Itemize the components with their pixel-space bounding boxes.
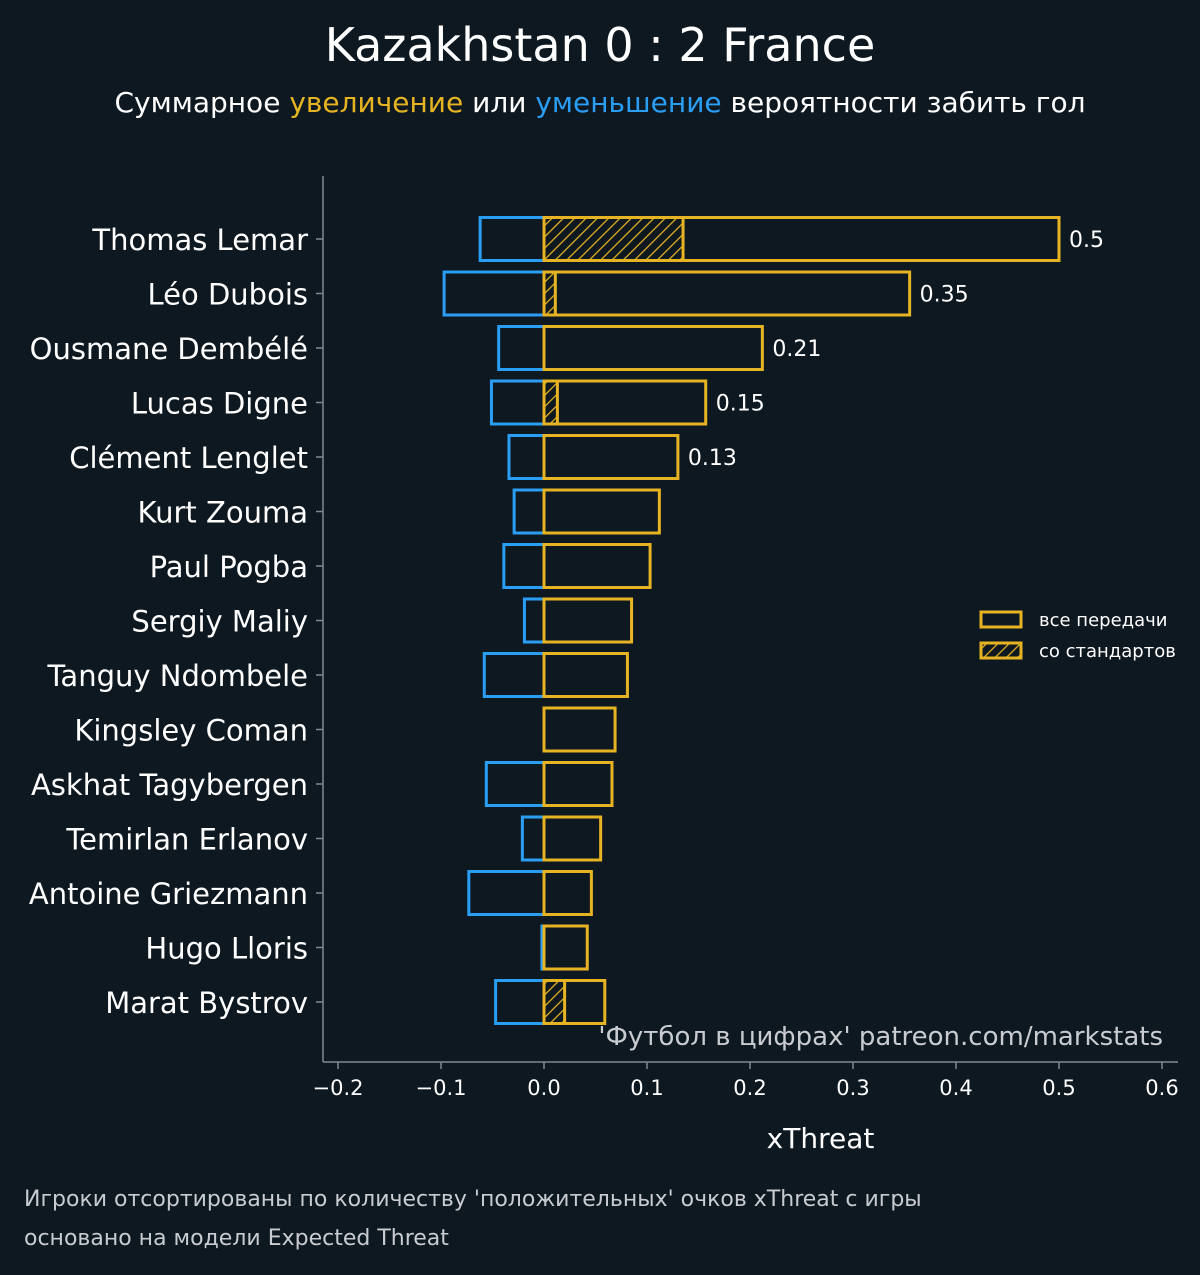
chart-title: Kazakhstan 0 : 2 France: [324, 18, 876, 72]
x-tick-label: 0.2: [733, 1076, 766, 1100]
positive-bar: [542, 325, 764, 371]
subtitle-prefix: Суммарное: [114, 86, 290, 119]
value-label: 0.35: [920, 283, 969, 308]
negative-bar: [520, 815, 546, 862]
subtitle-suffix: вероятности забить гол: [721, 86, 1086, 119]
x-tick-label: 0.4: [939, 1076, 972, 1100]
positive-bar: [542, 597, 634, 644]
positive-bar: [542, 870, 593, 916]
negative-bar: [489, 379, 546, 426]
player-name-label: Antoine Griezmann: [29, 877, 308, 911]
negative-bar: [484, 761, 546, 807]
player-name-label: Hugo Lloris: [145, 932, 308, 966]
player-name-label: Léo Dubois: [148, 278, 308, 312]
player-name-label: Paul Pogba: [150, 550, 308, 584]
player-name-label: Marat Bystrov: [105, 986, 308, 1020]
value-label: 0.5: [1069, 228, 1104, 253]
player-name-label: Tanguy Ndombele: [47, 659, 308, 693]
positive-bar: [542, 434, 680, 480]
set-piece-bar: [542, 216, 685, 262]
subtitle-increase-word: увеличение: [289, 86, 464, 119]
positive-bar: [542, 543, 652, 589]
negative-bar: [512, 488, 546, 535]
legend-label-all-passes: все передачи: [1039, 610, 1167, 631]
player-name-label: Kingsley Coman: [74, 714, 308, 748]
negative-bar: [507, 434, 546, 480]
negative-bar: [502, 543, 546, 589]
positive-bar: [542, 979, 607, 1025]
legend-swatch-set-pieces: [979, 641, 1023, 660]
x-tick-label: 0.3: [836, 1076, 869, 1100]
positive-bar: [542, 924, 589, 971]
x-tick-label: 0.1: [630, 1076, 663, 1100]
player-name-label: Askhat Tagybergen: [31, 768, 308, 802]
subtitle-middle: или: [463, 86, 536, 119]
negative-bar: [482, 652, 546, 698]
x-tick-label: 0.5: [1042, 1076, 1075, 1100]
negative-bar: [442, 270, 546, 317]
player-name-label: Kurt Zouma: [138, 496, 308, 530]
x-tick-label: −0.2: [313, 1076, 364, 1100]
positive-bar: [542, 379, 708, 426]
positive-bar: [542, 761, 614, 807]
negative-bar: [497, 325, 546, 371]
negative-bar: [522, 597, 546, 644]
x-tick-label: 0.6: [1145, 1076, 1178, 1100]
legend-label-set-pieces: со стандартов: [1039, 641, 1176, 662]
x-tick-label: 0.0: [527, 1076, 560, 1100]
negative-bar: [467, 870, 546, 916]
set-piece-bar: [542, 379, 559, 426]
x-axis-label: xThreat: [767, 1122, 875, 1155]
value-label: 0.13: [688, 446, 737, 471]
player-name-label: Clément Lenglet: [69, 441, 308, 475]
value-label: 0.15: [716, 392, 765, 417]
player-name-label: Ousmane Dembélé: [30, 332, 308, 366]
chart-subtitle: Суммарное увеличение или уменьшение веро…: [0, 86, 1200, 119]
footnote-sorting: Игроки отсортированы по количеству 'поло…: [24, 1187, 922, 1212]
legend-swatch-all-passes: [979, 610, 1023, 629]
positive-bar: [542, 488, 661, 535]
watermark-text: 'Футбол в цифрах' patreon.com/markstats: [598, 1022, 1163, 1052]
negative-bar: [494, 979, 546, 1025]
value-label: 0.21: [772, 337, 821, 362]
positive-bar: [542, 270, 912, 317]
negative-bar: [478, 216, 546, 262]
player-name-label: Sergiy Maliy: [131, 605, 308, 639]
x-tick-label: −0.1: [416, 1076, 467, 1100]
player-name-label: Temirlan Erlanov: [65, 823, 308, 857]
subtitle-decrease-word: уменьшение: [535, 86, 722, 119]
set-piece-bar: [542, 979, 567, 1025]
player-name-label: Thomas Lemar: [91, 223, 308, 257]
positive-bar: [542, 216, 1061, 262]
positive-bar: [542, 652, 629, 698]
player-name-label: Lucas Digne: [131, 387, 308, 421]
positive-bar: [542, 815, 603, 862]
positive-bar: [542, 706, 617, 753]
footnote-model: основано на модели Expected Threat: [24, 1226, 449, 1251]
set-piece-bar: [542, 270, 557, 317]
